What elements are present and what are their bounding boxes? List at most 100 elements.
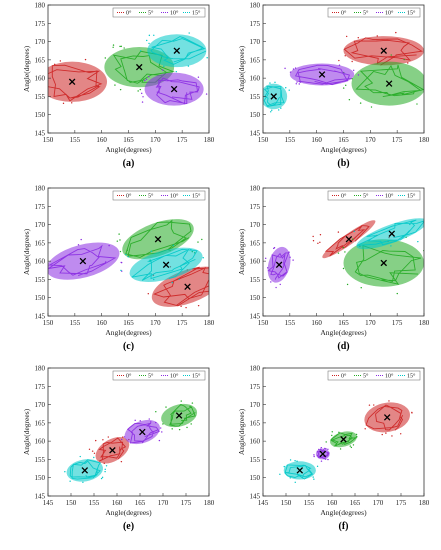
sample-point	[289, 71, 292, 73]
sample-point	[373, 404, 375, 406]
center-marker-f-0	[383, 414, 391, 421]
sample-point	[150, 421, 152, 423]
series-b-1	[342, 54, 424, 108]
y-tick-label: 145	[35, 313, 46, 321]
sample-point	[178, 278, 180, 281]
x-tick-label: 180	[204, 136, 215, 144]
sample-point	[88, 448, 91, 450]
sample-point	[313, 455, 315, 458]
x-tick-label: 170	[158, 499, 169, 507]
sample-point	[337, 231, 340, 233]
series-e-0	[88, 436, 130, 465]
x-tick-label: 160	[96, 136, 107, 144]
sample-point	[171, 428, 173, 430]
legend-item: 15°	[398, 373, 416, 380]
sample-point	[411, 411, 413, 414]
y-tick-label: 160	[35, 438, 46, 446]
legend-label: 0°	[126, 193, 132, 200]
sample-point	[139, 420, 141, 422]
x-tick-label: 165	[338, 319, 349, 327]
legend-item: 5°	[354, 10, 369, 17]
series-f-3	[279, 459, 319, 483]
y-tick-label: 175	[35, 20, 46, 28]
sample-point	[388, 400, 390, 402]
sample-point	[313, 454, 315, 456]
y-tick-label: 180	[250, 185, 261, 193]
sample-point	[331, 434, 333, 437]
legend-label: 5°	[148, 193, 154, 200]
sample-point	[390, 54, 392, 56]
legend-item: 0°	[117, 10, 132, 17]
sample-point	[345, 84, 347, 87]
sample-point	[355, 433, 358, 436]
sample-point	[356, 436, 358, 438]
sample-point	[91, 450, 94, 452]
panel-caption: (c)	[123, 341, 134, 352]
trajectory-f-3	[284, 464, 314, 480]
center-marker-b-3	[270, 93, 277, 100]
x-tick-label: 180	[419, 499, 430, 507]
trajectory-e-3	[69, 459, 102, 480]
legend-label: 10°	[385, 373, 394, 380]
y-tick-label: 160	[250, 258, 261, 266]
y-tick-label: 170	[250, 38, 261, 46]
y-tick-label: 175	[35, 203, 46, 211]
sample-point	[295, 83, 297, 85]
sample-point	[264, 257, 267, 260]
sample-point	[148, 34, 151, 37]
series-e-2	[120, 418, 163, 445]
center-marker-e-3	[81, 467, 89, 474]
y-tick-label: 160	[250, 438, 261, 446]
sample-point	[119, 88, 122, 91]
sample-point	[430, 238, 431, 239]
y-tick-label: 145	[250, 313, 261, 321]
sample-point	[385, 432, 387, 434]
y-tick-label: 165	[250, 419, 261, 427]
sample-point	[100, 477, 103, 480]
sample-point	[178, 428, 181, 431]
sample-point	[84, 58, 87, 61]
sample-point	[158, 439, 161, 442]
sample-point	[188, 32, 190, 34]
plot-content	[64, 400, 198, 484]
series-c-2	[48, 238, 123, 280]
y-axis-label: Angle(degrees)	[22, 228, 31, 275]
sample-point	[344, 55, 346, 57]
sample-point	[427, 236, 428, 237]
sample-point	[434, 53, 435, 54]
trajectory-a-1	[112, 50, 175, 84]
panel-caption: (d)	[337, 341, 349, 352]
sample-point	[225, 296, 226, 297]
sample-point	[93, 456, 95, 459]
x-tick-label: 175	[177, 136, 188, 144]
y-tick-label: 155	[35, 456, 46, 464]
sample-point	[271, 109, 273, 111]
legend-item: 15°	[183, 193, 201, 200]
sample-point	[101, 476, 104, 479]
y-axis-label: Angle(degrees)	[22, 408, 31, 455]
legend-label: 5°	[148, 10, 154, 17]
trajectory-d-1	[354, 244, 422, 285]
x-tick-label: 150	[258, 319, 269, 327]
trajectory-a-3	[150, 36, 207, 65]
sample-point	[296, 460, 298, 462]
sample-point	[95, 439, 97, 442]
y-tick-label: 150	[250, 294, 261, 302]
legend-label: 0°	[126, 373, 132, 380]
sample-point	[79, 455, 81, 458]
sample-point	[69, 480, 71, 482]
legend-item: 10°	[161, 193, 179, 200]
y-tick-label: 180	[35, 2, 46, 10]
sample-point	[40, 90, 41, 91]
x-axis-label: Angle(degrees)	[320, 145, 367, 154]
legend-label: 15°	[407, 10, 416, 17]
sample-point	[197, 241, 199, 243]
x-tick-label: 165	[338, 136, 349, 144]
sample-point	[283, 465, 285, 468]
sample-point	[31, 94, 32, 95]
y-tick-label: 170	[35, 38, 46, 46]
y-tick-label: 175	[250, 20, 261, 28]
sample-point	[325, 448, 327, 450]
sample-point	[331, 431, 333, 433]
trajectory-c-0	[152, 266, 209, 307]
